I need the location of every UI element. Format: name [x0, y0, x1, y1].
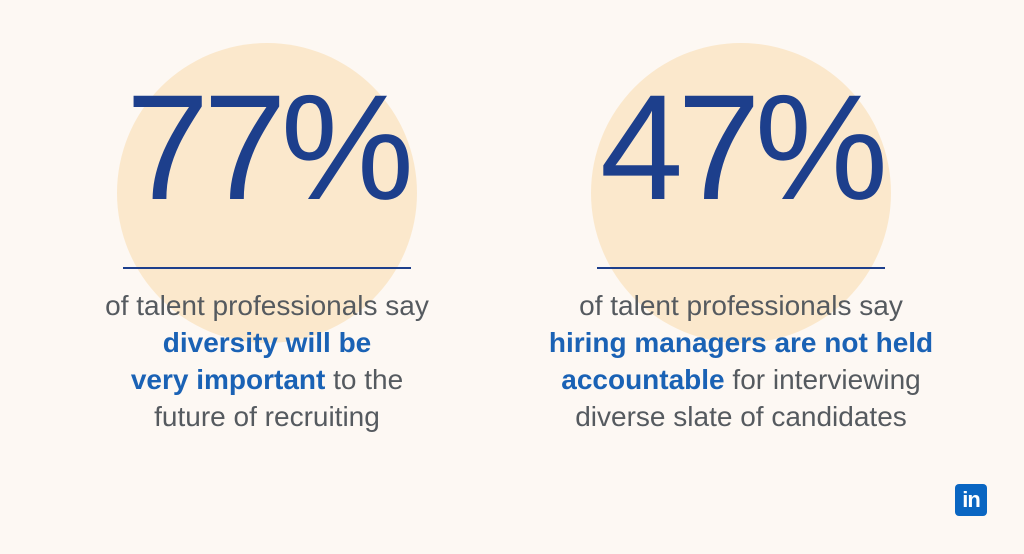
text-line: very important to the — [30, 361, 504, 398]
highlight-circle — [117, 43, 417, 343]
divider — [597, 267, 885, 269]
highlight-text: accountable — [561, 364, 725, 395]
plain-text: for interviewing — [724, 364, 921, 395]
text-line: hiring managers are not held — [504, 324, 978, 361]
plain-text: of talent professionals say — [579, 290, 903, 321]
plain-text: diverse slate of candidates — [575, 401, 907, 432]
plain-text: future of recruiting — [154, 401, 380, 432]
highlight-text: very important — [130, 364, 326, 395]
linkedin-logo: in — [955, 484, 987, 516]
stat-description: of talent professionals say hiring manage… — [504, 287, 978, 435]
plain-text: of talent professionals say — [105, 290, 429, 321]
stat-figure: 47% — [599, 63, 888, 231]
stat-figure: 77% — [125, 63, 414, 231]
text-line: of talent professionals say — [30, 287, 504, 324]
divider — [123, 267, 411, 269]
text-line: accountable for interviewing — [504, 361, 978, 398]
highlight-text: diversity will be — [162, 327, 372, 358]
text-line: diverse slate of candidates — [504, 398, 978, 435]
stat-description: of talent professionals say diversity wil… — [30, 287, 504, 435]
stat-column: 47% of talent professionals say hiring man… — [504, 0, 978, 554]
highlight-circle — [591, 43, 891, 343]
text-line: future of recruiting — [30, 398, 504, 435]
highlight-text: hiring managers are not held — [548, 327, 934, 358]
plain-text: to the — [325, 364, 404, 395]
text-line: of talent professionals say — [504, 287, 978, 324]
text-line: diversity will be — [30, 324, 504, 361]
stat-column: 77% of talent professionals say diversity … — [30, 0, 504, 554]
